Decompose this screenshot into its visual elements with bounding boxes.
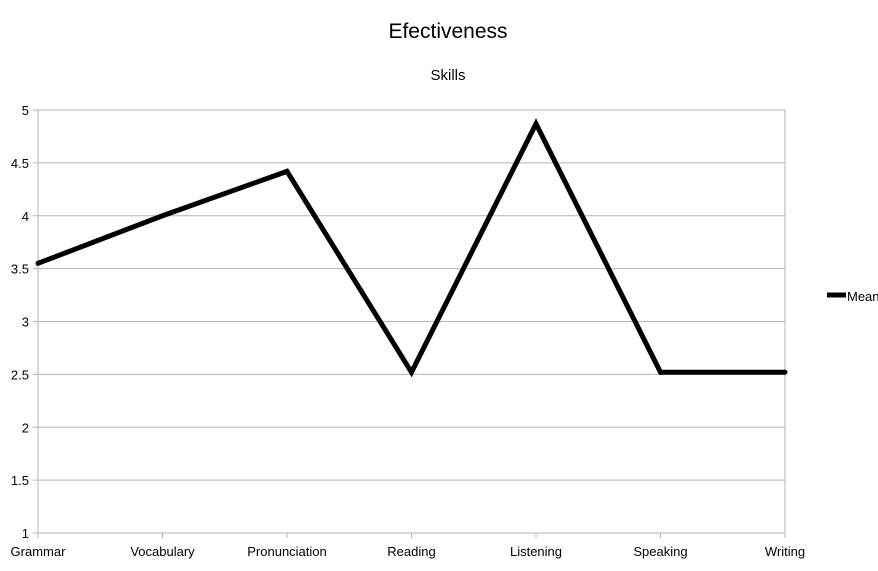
data-point (35, 260, 41, 266)
y-tick-label: 4.5 (11, 156, 29, 171)
x-tick-label: Pronunciation (247, 544, 327, 559)
x-tick-label: Writing (765, 544, 805, 559)
y-tick-label: 1.5 (11, 473, 29, 488)
y-tick-label: 5 (22, 103, 29, 118)
chart-subtitle: Skills (430, 67, 465, 84)
x-axis-ticks: Grammar Vocabulary Pronunciation Reading Lis… (11, 533, 805, 559)
legend: Mean (827, 289, 878, 304)
plot-area (37, 109, 786, 534)
data-point (284, 168, 290, 174)
y-tick-label: 3 (22, 315, 29, 330)
data-point (533, 121, 539, 127)
series-line-mean (37, 118, 785, 378)
legend-label-mean: Mean (847, 289, 878, 304)
x-tick-label: Speaking (633, 544, 687, 559)
x-tick-label: Grammar (11, 544, 67, 559)
x-tick-label: Listening (510, 544, 562, 559)
y-tick-label: 1 (22, 526, 29, 541)
series-group (35, 118, 788, 378)
data-point (409, 369, 414, 375)
y-tick-label: 2.5 (11, 367, 29, 382)
data-point (782, 369, 788, 375)
x-tick-label: Reading (387, 544, 435, 559)
chart-title: Efectiveness (388, 20, 507, 43)
x-tick-label: Vocabulary (130, 544, 195, 559)
data-point (658, 369, 663, 375)
y-tick-label: 3.5 (11, 262, 29, 277)
y-tick-label: 2 (22, 420, 29, 435)
data-point (160, 213, 165, 219)
grid-lines (38, 109, 785, 534)
y-axis-ticks: 1 1.5 2 2.5 3 3.5 4 4.5 5 (11, 103, 38, 541)
y-tick-label: 4 (22, 209, 29, 224)
